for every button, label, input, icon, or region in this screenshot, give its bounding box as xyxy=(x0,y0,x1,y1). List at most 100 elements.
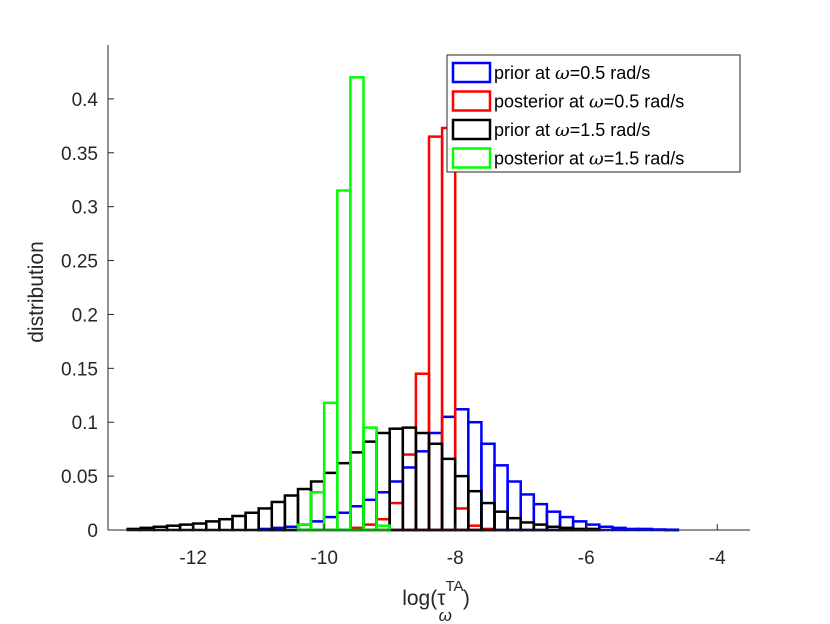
y-tick-label: 0.15 xyxy=(61,359,98,380)
y-tick-label: 0.2 xyxy=(72,305,98,326)
histogram-bar xyxy=(309,480,326,532)
x-axis-ticks: -12 -10 -8 -6 -4 xyxy=(179,524,726,569)
x-tick-label: -4 xyxy=(709,548,726,569)
legend-label-prefix: posterior at xyxy=(494,149,589,169)
x-tick-label: -8 xyxy=(447,548,464,569)
legend-label-omega: ω xyxy=(555,63,570,84)
legend-label-omega: ω xyxy=(555,120,570,141)
histogram-bar xyxy=(309,520,326,532)
histogram-bar xyxy=(309,491,326,532)
y-tick-label: 0.3 xyxy=(72,198,98,219)
histogram-bar xyxy=(362,440,378,532)
histogram-bar xyxy=(427,431,444,532)
histogram-bar xyxy=(349,505,365,532)
x-tick-label: -10 xyxy=(310,548,337,569)
histogram-bar xyxy=(270,500,287,532)
histogram-bar xyxy=(506,516,522,532)
legend-label-omega: ω xyxy=(589,92,604,113)
histogram-bar xyxy=(493,510,509,532)
histogram-bar xyxy=(283,494,300,532)
legend-label-prefix: prior at xyxy=(494,63,555,83)
histogram-bar xyxy=(414,450,431,532)
x-axis-title: log(τTA ω) xyxy=(402,578,470,624)
x-tick-label: -12 xyxy=(179,548,206,569)
histogram-bar xyxy=(257,507,274,532)
legend-label-suffix: =1.5 rad/s xyxy=(604,149,685,169)
histogram-bar xyxy=(440,126,457,532)
histogram-bar xyxy=(388,427,405,532)
histogram-bar xyxy=(467,420,483,532)
histogram-bar xyxy=(480,501,496,532)
legend-label-suffix: =0.5 rad/s xyxy=(604,92,685,112)
legend-swatch xyxy=(451,147,492,169)
legend-label: prior at ω=0.5 rad/s xyxy=(494,63,650,84)
histogram-bar xyxy=(178,523,195,532)
histogram-bar xyxy=(401,426,418,532)
legend-label: prior at ω=1.5 rad/s xyxy=(494,120,650,141)
legend-label-prefix: posterior at xyxy=(494,92,589,112)
x-axis-title-main: log(τ xyxy=(402,587,446,610)
histogram-bar xyxy=(322,401,339,532)
histogram-bar xyxy=(453,507,470,532)
legend-label-suffix: =1.5 rad/s xyxy=(570,120,651,140)
histogram-bar xyxy=(427,135,444,532)
histogram-bar xyxy=(440,457,457,532)
histogram-bar xyxy=(375,524,391,532)
legend-box xyxy=(446,54,741,173)
axes xyxy=(107,45,750,531)
legend-label-omega: ω xyxy=(589,149,604,170)
y-tick-label: 0.4 xyxy=(72,90,99,111)
legend-swatch xyxy=(451,118,492,141)
histogram-bar xyxy=(296,523,313,532)
histogram-bar xyxy=(532,502,549,532)
histogram-bar xyxy=(375,431,391,532)
histogram-bar xyxy=(532,523,549,532)
histogram-bar xyxy=(322,515,339,532)
histogram-bar xyxy=(375,491,391,532)
histogram-bar xyxy=(427,442,444,532)
histogram-bar xyxy=(336,461,352,532)
y-tick-label: 0.1 xyxy=(72,413,98,434)
legend-label: posterior at ω=0.5 rad/s xyxy=(494,92,684,113)
y-tick-label: 0.05 xyxy=(61,467,98,488)
series-1 xyxy=(349,126,496,532)
histogram-bar xyxy=(362,426,378,532)
histogram-bar xyxy=(336,511,352,532)
legend-swatch xyxy=(451,90,492,112)
histogram-bar xyxy=(244,511,260,532)
histogram-bar xyxy=(519,521,536,532)
histogram-bar xyxy=(218,517,234,532)
histogram-bar xyxy=(519,493,536,532)
histogram-bar xyxy=(440,415,457,532)
legend-label-suffix: =0.5 rad/s xyxy=(570,63,651,83)
histogram-bar xyxy=(191,522,208,532)
histogram-bar xyxy=(205,520,221,532)
y-tick-label: 0.25 xyxy=(61,252,98,273)
histogram-bar xyxy=(414,431,431,532)
x-tick-label: -6 xyxy=(578,548,595,569)
legend-label: posterior at ω=1.5 rad/s xyxy=(494,149,684,170)
y-axis-ticks: 0 0.05 0.1 0.15 0.2 0.25 0.3 0.35 0.4 xyxy=(61,90,114,542)
histogram-bar xyxy=(480,442,496,532)
histogram-bar xyxy=(388,480,405,532)
histogram-bar xyxy=(493,464,509,532)
histogram-bar xyxy=(322,471,339,532)
y-axis-title: distribution xyxy=(25,241,48,343)
histogram-bar xyxy=(231,514,247,532)
x-axis-title-subscript: ω xyxy=(439,606,452,624)
histogram-bar xyxy=(349,76,365,532)
histogram-bar xyxy=(388,501,405,532)
histogram-bar xyxy=(401,453,418,532)
histogram-bar xyxy=(506,480,522,532)
histogram-bar xyxy=(453,408,470,532)
histogram-bar xyxy=(467,489,483,532)
x-axis-title-superscript: TA xyxy=(446,578,464,595)
y-tick-label: 0 xyxy=(87,521,98,542)
legend-swatch xyxy=(451,61,492,84)
histogram-bar xyxy=(349,451,365,532)
histogram-bar xyxy=(401,466,418,532)
histogram-bar xyxy=(336,189,352,532)
histogram-bar xyxy=(453,474,470,532)
